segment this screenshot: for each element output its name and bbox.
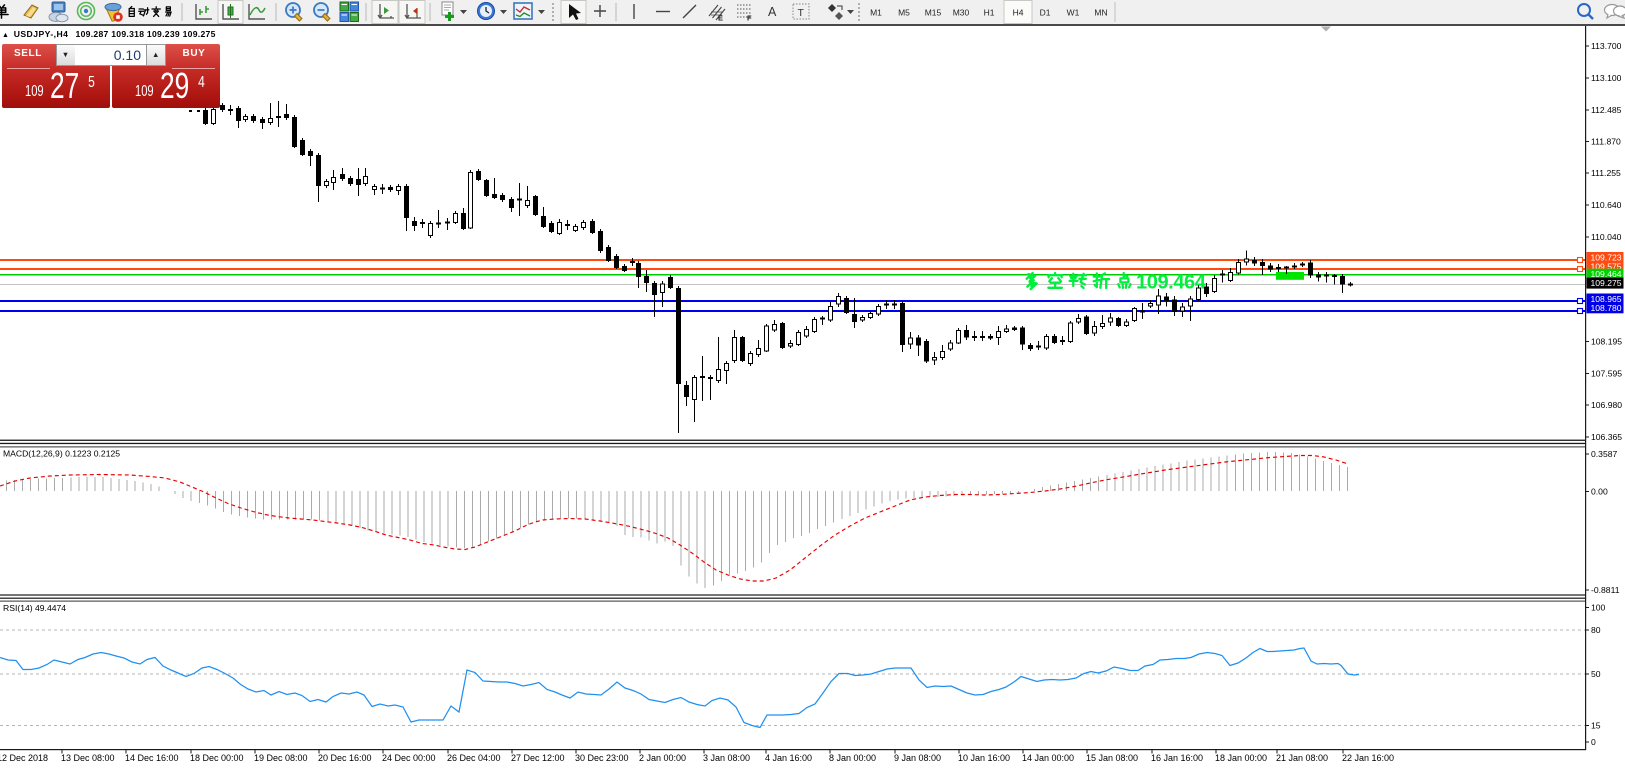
svg-text:108.780: 108.780 <box>1591 303 1622 313</box>
svg-text:3 Jan 08:00: 3 Jan 08:00 <box>703 753 750 763</box>
svg-text:106.980: 106.980 <box>1591 400 1622 410</box>
svg-text:M15: M15 <box>925 8 942 18</box>
svg-text:113.100: 113.100 <box>1591 73 1622 83</box>
svg-text:0.00: 0.00 <box>1591 487 1608 497</box>
svg-text:109.464: 109.464 <box>1136 272 1207 294</box>
svg-text:20 Dec 16:00: 20 Dec 16:00 <box>318 753 372 763</box>
svg-text:50: 50 <box>1591 669 1601 679</box>
svg-text:18 Dec 00:00: 18 Dec 00:00 <box>190 753 244 763</box>
svg-text:112.485: 112.485 <box>1591 105 1622 115</box>
svg-text:109.575: 109.575 <box>1591 261 1622 271</box>
svg-text:113.700: 113.700 <box>1591 41 1622 51</box>
svg-text:15: 15 <box>1591 721 1601 731</box>
svg-text:111.870: 111.870 <box>1591 137 1621 147</box>
svg-text:107.595: 107.595 <box>1591 369 1622 379</box>
svg-text:W1: W1 <box>1067 8 1080 18</box>
svg-text:4 Jan 16:00: 4 Jan 16:00 <box>765 753 812 763</box>
svg-text:A: A <box>768 5 777 19</box>
svg-text:15 Jan 08:00: 15 Jan 08:00 <box>1086 753 1138 763</box>
svg-text:24 Dec 00:00: 24 Dec 00:00 <box>382 753 436 763</box>
svg-text:E: E <box>718 14 723 23</box>
svg-text:F: F <box>747 14 752 23</box>
svg-text:14 Jan 00:00: 14 Jan 00:00 <box>1022 753 1074 763</box>
svg-text:8 Jan 00:00: 8 Jan 00:00 <box>829 753 876 763</box>
svg-text:19 Dec 08:00: 19 Dec 08:00 <box>254 753 308 763</box>
svg-text:16 Jan 16:00: 16 Jan 16:00 <box>1151 753 1203 763</box>
svg-text:110.040: 110.040 <box>1591 232 1622 242</box>
svg-text:26 Dec 04:00: 26 Dec 04:00 <box>447 753 501 763</box>
svg-text:27 Dec 12:00: 27 Dec 12:00 <box>511 753 565 763</box>
svg-text:30 Dec 23:00: 30 Dec 23:00 <box>575 753 629 763</box>
svg-text:M30: M30 <box>953 8 970 18</box>
svg-text:106.365: 106.365 <box>1591 432 1622 442</box>
svg-text:M5: M5 <box>898 8 910 18</box>
svg-text:80: 80 <box>1591 625 1601 635</box>
svg-text:108.965: 108.965 <box>1591 294 1622 304</box>
svg-text:M1: M1 <box>870 8 882 18</box>
svg-text:D1: D1 <box>1040 8 1051 18</box>
svg-text:110.640: 110.640 <box>1591 200 1622 210</box>
svg-text:108.195: 108.195 <box>1591 337 1622 347</box>
svg-text:21 Jan 08:00: 21 Jan 08:00 <box>1276 753 1328 763</box>
svg-text:109.275: 109.275 <box>1591 278 1622 288</box>
svg-text:109.723: 109.723 <box>1591 253 1622 263</box>
svg-text:-0.8811: -0.8811 <box>1591 585 1620 595</box>
svg-text:111.255: 111.255 <box>1591 168 1621 178</box>
svg-text:109.464: 109.464 <box>1591 269 1622 279</box>
svg-text:100: 100 <box>1591 603 1606 613</box>
svg-text:MN: MN <box>1094 8 1107 18</box>
svg-text:14 Dec 16:00: 14 Dec 16:00 <box>125 753 179 763</box>
svg-text:12 Dec 2018: 12 Dec 2018 <box>0 753 48 763</box>
svg-text:H1: H1 <box>984 8 995 18</box>
svg-text:2 Jan 00:00: 2 Jan 00:00 <box>639 753 686 763</box>
svg-text:RSI(14) 49.4474: RSI(14) 49.4474 <box>3 603 66 613</box>
svg-text:18 Jan 00:00: 18 Jan 00:00 <box>1215 753 1267 763</box>
svg-text:H4: H4 <box>1013 8 1024 18</box>
svg-text:0.3587: 0.3587 <box>1591 449 1618 459</box>
svg-text:0: 0 <box>1591 737 1596 747</box>
svg-text:T: T <box>798 7 805 19</box>
svg-text:MACD(12,26,9) 0.1223 0.2125: MACD(12,26,9) 0.1223 0.2125 <box>3 449 120 459</box>
svg-text:9 Jan 08:00: 9 Jan 08:00 <box>894 753 941 763</box>
svg-text:22 Jan 16:00: 22 Jan 16:00 <box>1342 753 1394 763</box>
svg-text:13 Dec 08:00: 13 Dec 08:00 <box>61 753 115 763</box>
svg-text:10 Jan 16:00: 10 Jan 16:00 <box>958 753 1010 763</box>
